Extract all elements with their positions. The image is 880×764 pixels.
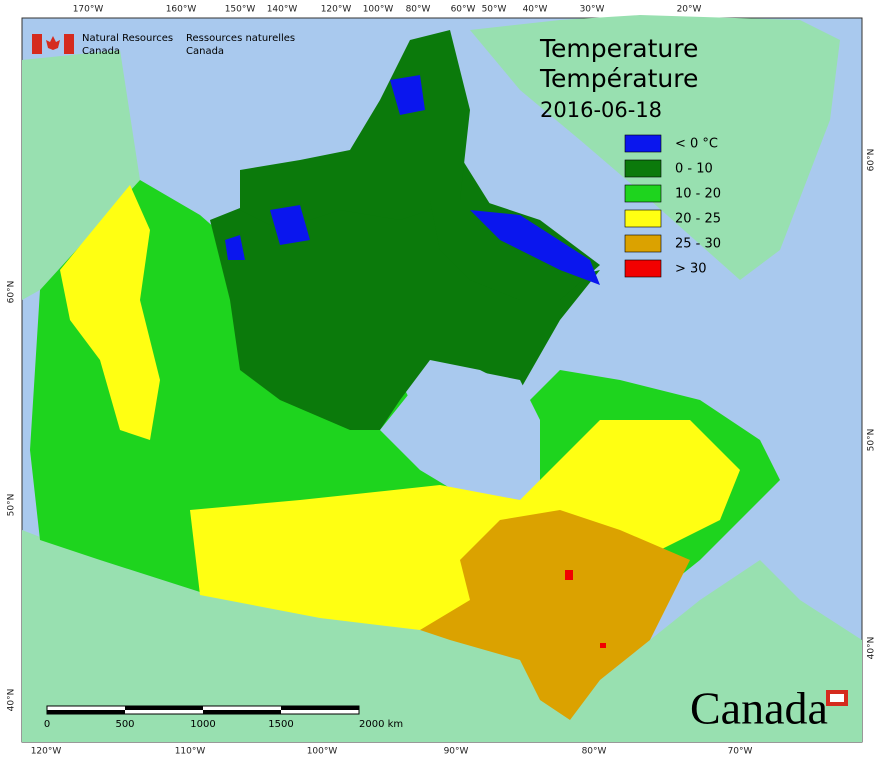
scale-label: 500	[115, 719, 134, 730]
legend-swatch	[624, 184, 662, 203]
graticule-label: 170°W	[73, 5, 104, 15]
scale-bar-segment	[125, 706, 203, 710]
usa	[22, 530, 862, 742]
graticule-label: 110°W	[175, 747, 206, 757]
legend-label: 20 - 25	[675, 212, 721, 227]
hudson-bay	[380, 370, 540, 520]
scale-label: 0	[44, 719, 50, 730]
title-date: 2016-06-18	[540, 98, 662, 122]
agency-fr: Canada	[186, 46, 224, 57]
graticule-label: 20°W	[677, 5, 702, 15]
legend-swatch	[624, 134, 662, 153]
title-en: Temperature	[539, 34, 698, 63]
scale-bar-segment	[203, 710, 281, 714]
graticule-label: 40°N	[7, 689, 17, 712]
graticule-labels: 170°W 160°W 150°W 140°W 120°W 100°W 80°W 60°W 50…	[7, 5, 877, 757]
graticule-label: 30°W	[580, 5, 605, 15]
wordmark: Canada	[690, 683, 828, 734]
graticule-label: 70°W	[728, 747, 753, 757]
graticule-label: 40°W	[523, 5, 548, 15]
zone-below-0	[270, 205, 310, 245]
header: Natural Resources Canada Ressources natu…	[32, 33, 295, 57]
baffin	[430, 200, 600, 300]
legend-swatch	[624, 234, 662, 253]
flag-bar	[64, 34, 74, 54]
legend-label: > 30	[675, 262, 707, 277]
graticule-label: 50°N	[7, 494, 17, 517]
graticule-label: 120°W	[31, 747, 62, 757]
graticule-label: 60°N	[867, 149, 877, 172]
graticule-label: 100°W	[363, 5, 394, 15]
flag-bar	[32, 34, 42, 54]
legend-swatch	[624, 259, 662, 278]
zone-25-30	[420, 510, 690, 720]
legend-label: 25 - 30	[675, 237, 721, 252]
legend: < 0 °C 0 - 10 10 - 20 20 - 25 25 - 30 > 30	[624, 134, 721, 278]
agency-en: Natural Resources	[82, 33, 173, 44]
zone-above-30	[600, 643, 606, 648]
legend-label: 10 - 20	[675, 187, 721, 202]
graticule-label: 40°N	[867, 637, 877, 660]
graticule-label: 120°W	[321, 5, 352, 15]
graticule-label: 60°W	[451, 5, 476, 15]
zone-below-0	[225, 235, 245, 260]
title-fr: Température	[539, 64, 698, 93]
zone-above-30	[565, 570, 573, 580]
maple-leaf	[46, 36, 60, 50]
alaska	[22, 50, 140, 300]
legend-swatch	[624, 159, 662, 178]
legend-label: < 0 °C	[675, 137, 718, 152]
graticule-label: 90°W	[444, 747, 469, 757]
agency-fr: Ressources naturelles	[186, 33, 295, 44]
scale-label: 2000 km	[359, 719, 403, 730]
zone-20-25-bc	[60, 185, 160, 440]
graticule-label: 140°W	[267, 5, 298, 15]
graticule-label: 160°W	[166, 5, 197, 15]
zone-below-0	[470, 210, 600, 285]
graticule-label: 100°W	[307, 747, 338, 757]
legend-swatch	[624, 209, 662, 228]
graticule-label: 80°W	[406, 5, 431, 15]
graticule-label: 50°W	[482, 5, 507, 15]
graticule-label: 60°N	[7, 281, 17, 304]
scale-bar-segment	[47, 710, 125, 714]
scale-label: 1500	[268, 719, 293, 730]
wordmark-flag	[826, 690, 848, 706]
agency-en: Canada	[82, 46, 120, 57]
land	[22, 15, 862, 742]
scale-bar-segment	[281, 706, 359, 710]
graticule-label: 150°W	[225, 5, 256, 15]
legend-label: 0 - 10	[675, 162, 713, 177]
scale-bar: 0 500 1000 1500 2000 km	[44, 705, 403, 730]
scale-label: 1000	[190, 719, 215, 730]
zone-below-0	[390, 75, 425, 115]
graticule-label: 50°N	[867, 429, 877, 452]
graticule-label: 80°W	[582, 747, 607, 757]
